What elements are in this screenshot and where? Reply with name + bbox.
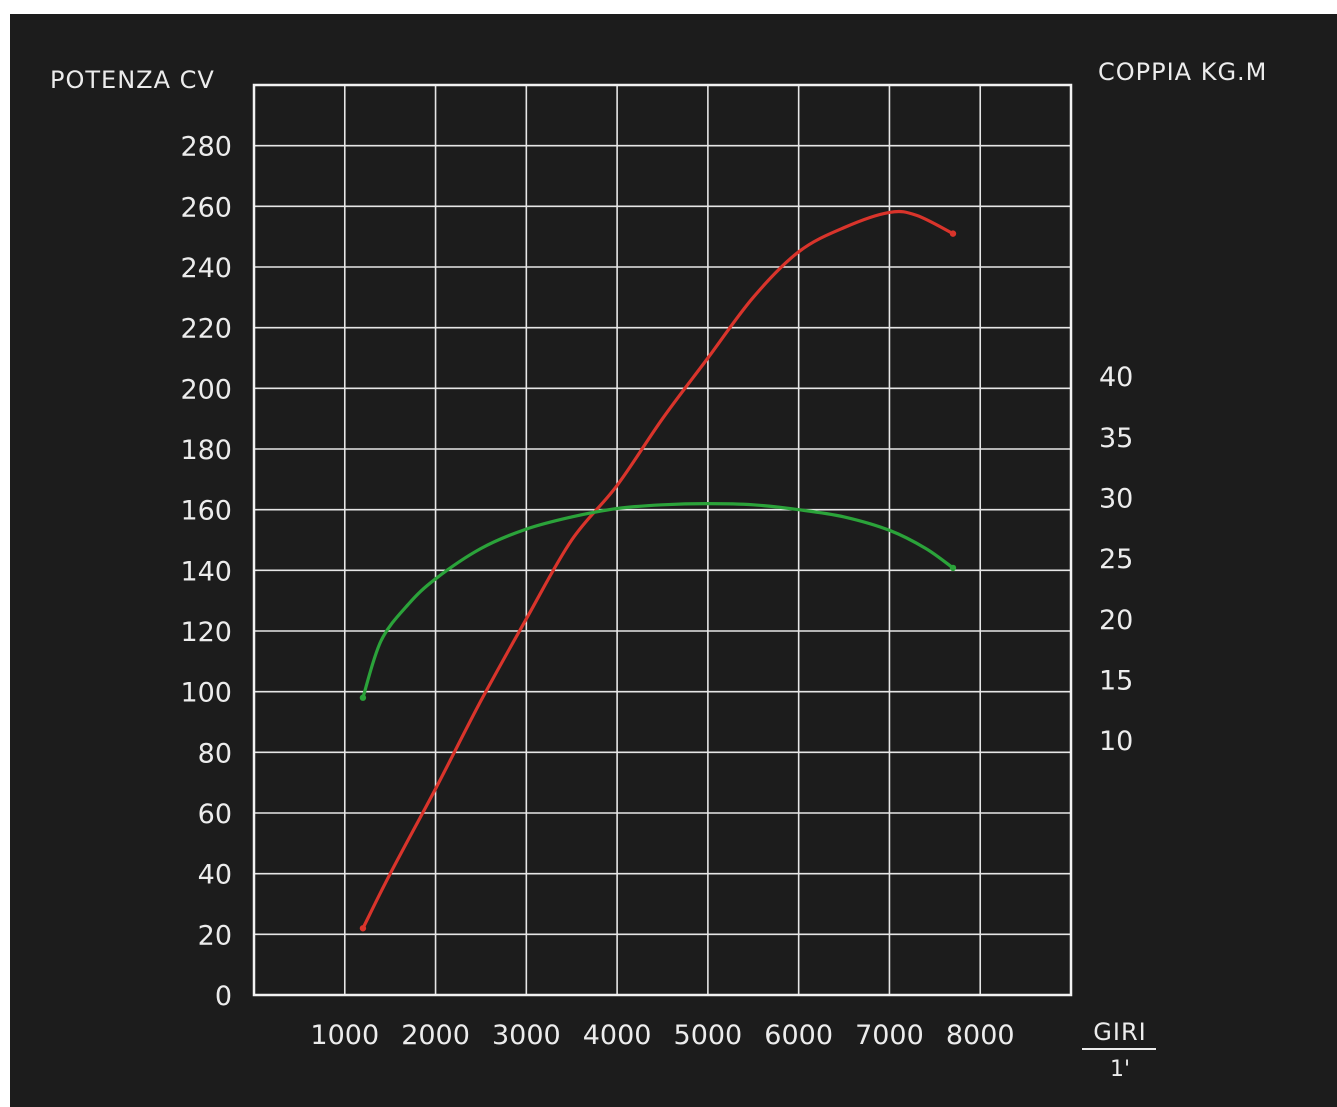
y-right-tick-label: 30: [1099, 484, 1133, 515]
x-tick-label: 7000: [855, 1020, 924, 1051]
plot-frame: [252, 83, 1073, 997]
y-left-tick-label: 120: [180, 617, 232, 648]
y-left-tick-label: 180: [180, 435, 232, 466]
x-tick-label: 8000: [946, 1020, 1015, 1051]
x-tick-label: 3000: [492, 1020, 561, 1051]
chart-grid: [254, 85, 1071, 995]
x-axis-unit: 1': [1110, 1057, 1130, 1082]
curve-endpoint: [949, 230, 957, 237]
y-right-tick-label: 15: [1099, 666, 1133, 697]
y-left-tick-label: 40: [198, 860, 232, 891]
y-left-tick-label: 260: [180, 192, 232, 223]
y-left-axis-title: POTENZA CV: [50, 66, 215, 94]
tick-labels: 0 20 40 60 80 100 120 140 160 180 200 220 240 260 280 1…: [180, 132, 1133, 1051]
y-left-tick-label: 280: [180, 132, 232, 163]
chart-panel: 0 20 40 60 80 100 120 140 160 180 200 220 240 260 280 1…: [10, 14, 1337, 1107]
torque-curve: [361, 501, 955, 700]
y-left-tick-label: 140: [180, 556, 232, 587]
x-tick-label: 2000: [401, 1020, 470, 1051]
y-right-tick-label: 40: [1099, 362, 1133, 393]
y-left-tick-label: 240: [180, 253, 232, 284]
y-right-tick-label: 20: [1099, 605, 1133, 636]
x-tick-label: 5000: [674, 1020, 743, 1051]
power-torque-chart: 0 20 40 60 80 100 120 140 160 180 200 220 240 260 280 1…: [50, 58, 1267, 1082]
y-left-tick-label: 60: [198, 799, 232, 830]
y-left-tick-label: 160: [180, 496, 232, 527]
y-left-tick-label: 80: [198, 738, 232, 769]
x-tick-label: 6000: [764, 1020, 833, 1051]
curve-endpoint: [949, 564, 957, 572]
power-curve: [361, 209, 955, 930]
x-axis-title: GIRI: [1093, 1018, 1146, 1046]
y-left-tick-label: 200: [180, 374, 232, 405]
y-left-tick-label: 220: [180, 314, 232, 345]
y-right-axis-title: COPPIA KG.M: [1098, 58, 1267, 86]
y-left-tick-label: 0: [215, 981, 232, 1012]
series-layer: [359, 209, 957, 932]
y-right-tick-label: 25: [1099, 544, 1133, 575]
y-right-tick-label: 35: [1099, 423, 1133, 454]
y-right-tick-label: 10: [1099, 726, 1133, 757]
curve-endpoint: [359, 925, 367, 932]
x-tick-label: 4000: [583, 1020, 652, 1051]
x-tick-label: 1000: [310, 1020, 379, 1051]
y-left-tick-label: 20: [198, 920, 232, 951]
y-left-tick-label: 100: [180, 678, 232, 709]
curve-endpoint: [359, 694, 367, 701]
